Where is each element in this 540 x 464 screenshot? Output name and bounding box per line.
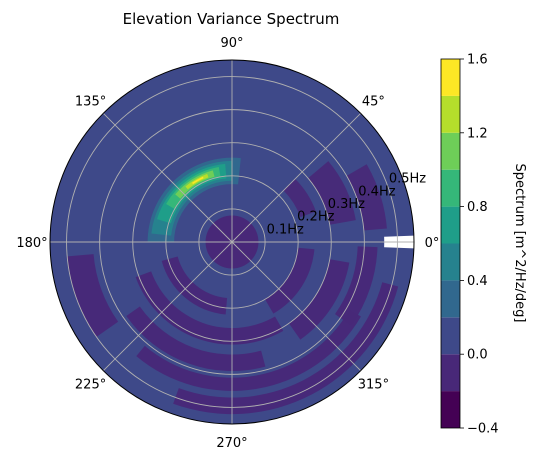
negative-band-1: [135, 271, 284, 345]
angular-tick-labels: 0° 45° 90° 135° 180° 225° 270° 315°: [16, 36, 439, 451]
energy-arc-level-6: [192, 176, 204, 185]
angular-tick-3: 135°: [75, 95, 106, 110]
colorbar-tick-label-4: 1.2: [467, 126, 488, 141]
colorbar-level-5: [441, 206, 460, 244]
negative-band-0: [161, 256, 228, 315]
colorbar-level-4: [441, 243, 460, 281]
polar-grid: [50, 60, 414, 424]
radial-tick-0: 0.1Hz: [267, 222, 304, 237]
colorbar-level-2: [441, 317, 460, 355]
angular-tick-4: 180°: [16, 236, 47, 251]
colorbar-tick-label-5: 1.6: [467, 53, 488, 68]
negative-band-5: [288, 259, 350, 340]
angular-tick-7: 315°: [358, 377, 389, 392]
negative-band-4: [173, 282, 399, 415]
colorbar-level-3: [441, 280, 460, 318]
angular-tick-2: 90°: [220, 36, 243, 51]
chart-title: Elevation Variance Spectrum: [123, 10, 340, 28]
colorbar-level-7: [441, 132, 460, 170]
angular-tick-6: 270°: [216, 436, 247, 451]
polar-axes: [50, 60, 414, 424]
colorbar: −0.4 0.0 0.4 0.8 1.2 1.6: [440, 53, 499, 437]
colorbar-frame: [440, 58, 461, 429]
radial-tick-1: 0.2Hz: [297, 210, 334, 225]
grid-spoke-7: [231, 241, 362, 372]
colorbar-level-8: [441, 95, 460, 133]
colorbar-level-6: [441, 169, 460, 207]
negative-band-6: [265, 247, 315, 314]
negative-band-right-2: [283, 178, 316, 218]
angular-tick-1: 45°: [362, 95, 385, 110]
colorbar-level-1: [441, 354, 460, 392]
negative-band-right-0: [308, 161, 356, 225]
colorbar-tick-label-1: 0.0: [467, 348, 488, 363]
angular-tick-0: 0°: [425, 236, 440, 251]
negative-band-7: [67, 254, 119, 337]
grid-spoke-1: [231, 112, 362, 243]
radial-tick-3: 0.4Hz: [358, 184, 395, 199]
negative-band-3: [136, 309, 361, 391]
colorbar-level-9: [441, 59, 460, 96]
angular-tick-5: 225°: [75, 377, 106, 392]
colorbar-label: Spectrum [m^2/Hz/deg]: [512, 164, 527, 323]
colorbar-level-0: [441, 391, 460, 428]
grid-spoke-5: [102, 241, 233, 372]
grid-spoke-3: [102, 112, 233, 243]
negative-band-8: [335, 246, 378, 326]
negative-band-right-1: [346, 164, 387, 231]
radial-tick-4: 0.5Hz: [389, 172, 426, 187]
radial-tick-2: 0.3Hz: [328, 197, 365, 212]
negative-band-2: [126, 306, 266, 372]
colorbar-tick-label-3: 0.8: [467, 200, 488, 215]
colorbar-tick-label-2: 0.4: [467, 274, 488, 289]
polar-frame: [49, 59, 415, 425]
colorbar-tick-label-0: −0.4: [467, 422, 499, 437]
